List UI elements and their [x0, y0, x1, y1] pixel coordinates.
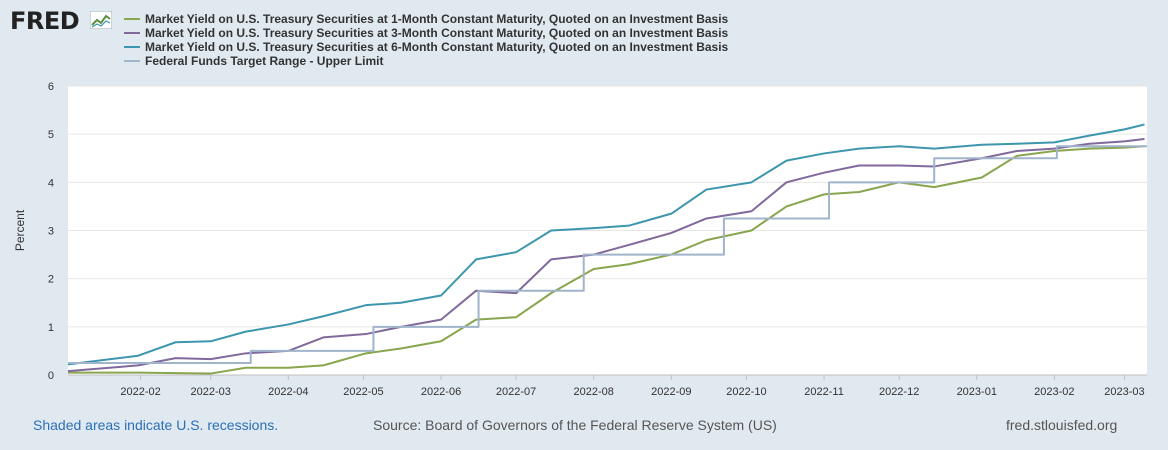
legend-swatch — [124, 32, 140, 34]
legend-label: Market Yield on U.S. Treasury Securities… — [145, 26, 729, 40]
x-tick-label: 2022-09 — [651, 386, 691, 398]
x-tick-label: 2022-11 — [804, 386, 844, 398]
x-tick-label: 2023-02 — [1034, 386, 1074, 398]
x-tick-label: 2022-06 — [421, 386, 461, 398]
legend-swatch — [124, 46, 140, 48]
x-tick-label: 2023-03 — [1104, 386, 1144, 398]
source-text: Source: Board of Governors of the Federa… — [373, 417, 777, 433]
legend-label: Market Yield on U.S. Treasury Securities… — [145, 12, 729, 26]
fred-chart-icon — [90, 11, 112, 29]
x-tick-label: 2023-01 — [957, 386, 997, 398]
y-tick-label: 2 — [48, 274, 54, 286]
x-tick-label: 2022-10 — [726, 386, 766, 398]
x-tick-label: 2022-03 — [191, 386, 231, 398]
y-tick-label: 0 — [48, 370, 54, 382]
x-tick-label: 2022-07 — [496, 386, 536, 398]
series-line — [68, 145, 1145, 375]
x-tick-label: 2022-05 — [343, 386, 383, 398]
legend-item[interactable]: Market Yield on U.S. Treasury Securities… — [124, 26, 728, 40]
legend-item[interactable]: Market Yield on U.S. Treasury Securities… — [124, 40, 728, 54]
recession-note-link[interactable]: Shaded areas indicate U.S. recessions. — [33, 417, 279, 433]
y-tick-label: 3 — [48, 226, 54, 238]
y-tick-label: 1 — [48, 322, 54, 334]
legend-swatch — [124, 60, 140, 62]
legend-label: Federal Funds Target Range - Upper Limit — [145, 54, 384, 68]
fed-funds-step-line — [68, 145, 1147, 364]
y-axis-title: Percent — [13, 209, 27, 251]
chart-legend: Market Yield on U.S. Treasury Securities… — [124, 12, 728, 68]
fred-site-link[interactable]: fred.stlouisfed.org — [1006, 417, 1118, 433]
legend-label: Market Yield on U.S. Treasury Securities… — [145, 40, 729, 54]
x-tick-label: 2022-08 — [574, 386, 614, 398]
y-tick-label: 6 — [48, 81, 54, 93]
series-line — [67, 123, 1145, 366]
legend-item[interactable]: Market Yield on U.S. Treasury Securities… — [124, 12, 728, 26]
legend-swatch — [124, 18, 140, 20]
x-tick-label: 2022-02 — [120, 386, 160, 398]
y-tick-label: 4 — [48, 177, 54, 189]
fred-logo[interactable]: FRED — [10, 7, 80, 35]
x-tick-label: 2022-12 — [879, 386, 919, 398]
legend-item[interactable]: Federal Funds Target Range - Upper Limit — [124, 54, 728, 68]
line-chart: 0 1 2 3 4 5 6 Percent 2022-02 2022-03 2022-04 2022-… — [13, 81, 1147, 398]
y-tick-label: 5 — [48, 129, 54, 141]
x-tick-label: 2022-04 — [268, 386, 308, 398]
